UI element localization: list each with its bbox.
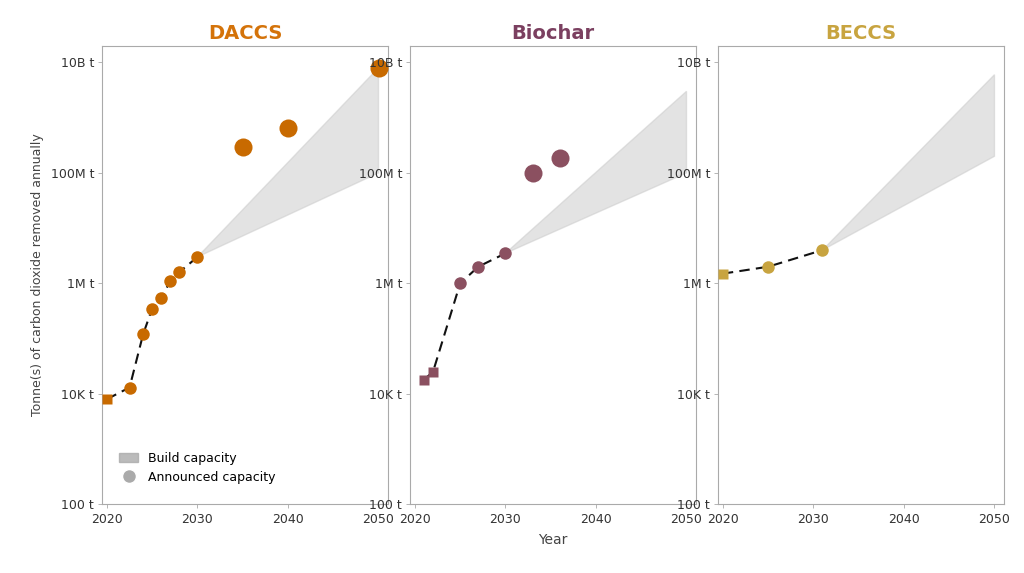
X-axis label: Year: Year [539,532,567,547]
Polygon shape [822,74,994,250]
Title: Biochar: Biochar [511,24,595,43]
Polygon shape [506,91,686,253]
Legend: Build capacity, Announced capacity: Build capacity, Announced capacity [115,446,281,489]
Y-axis label: Tonne(s) of carbon dioxide removed annually: Tonne(s) of carbon dioxide removed annua… [31,134,44,417]
Polygon shape [198,68,379,257]
Title: BECCS: BECCS [825,24,896,43]
Title: DACCS: DACCS [208,24,283,43]
